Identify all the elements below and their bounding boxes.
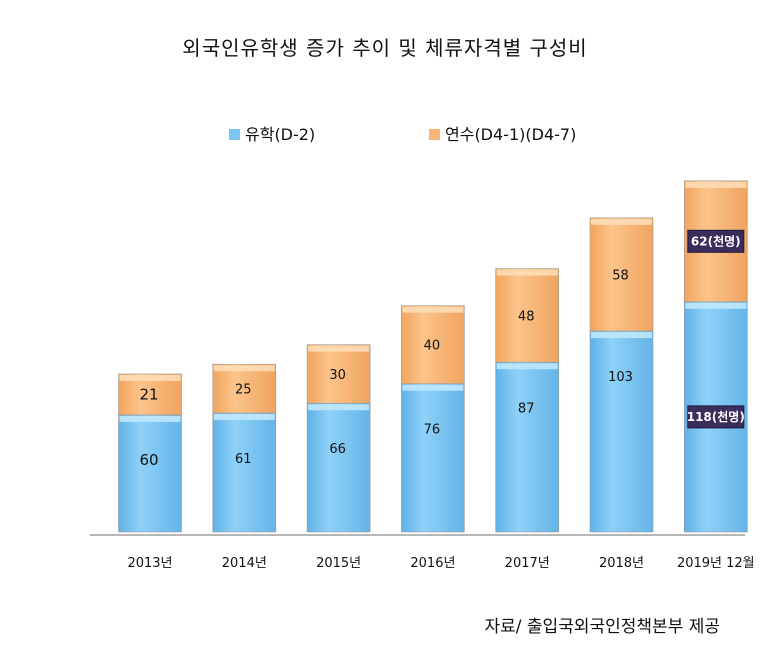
bar-cap-training-5 — [591, 218, 652, 225]
bar-cap-study-6 — [685, 302, 747, 309]
x-tick-label-2: 2015년 — [316, 556, 361, 571]
bar-study-2 — [306, 402, 371, 533]
bar-cap-training-6 — [685, 181, 747, 188]
x-tick-label-5: 2018년 — [599, 556, 644, 571]
bar-cap-study-2 — [308, 404, 370, 411]
legend-swatch-training — [429, 129, 440, 140]
labels-group: 60 21 61 25 66 30 76 40 87 48 103 58 118(천명) 62(천명) — [139, 229, 745, 469]
data-label-training-5: 58 — [612, 268, 629, 283]
bar-training-3 — [401, 305, 465, 385]
bar-training-2 — [306, 344, 371, 404]
bar-cap-study-4 — [496, 363, 558, 370]
data-label-training-3: 40 — [424, 339, 441, 354]
bar-study-4 — [495, 361, 560, 533]
bar-cap-training-0 — [119, 374, 181, 381]
bar-training-4 — [495, 268, 560, 363]
x-tick-label-6: 2019년 12월 — [677, 556, 755, 571]
data-label-study-5: 103 — [608, 370, 633, 385]
bar-training-5 — [589, 217, 654, 332]
bar-cap-study-0 — [119, 415, 181, 422]
data-label-study-1: 61 — [235, 452, 252, 467]
legend-label-study: 유학(D-2) — [245, 125, 315, 144]
legend: 유학(D-2) 연수(D4-1)(D4-7) — [229, 125, 576, 144]
legend-swatch-study — [229, 129, 240, 140]
data-label-study-3: 76 — [424, 423, 441, 438]
data-label-study-2: 66 — [329, 442, 346, 457]
bar-cap-training-4 — [496, 269, 558, 276]
bar-study-1 — [212, 412, 277, 533]
data-label-study-6: 118(천명) — [687, 409, 745, 424]
data-label-training-4: 48 — [518, 309, 535, 324]
x-tick-label-4: 2017년 — [505, 556, 550, 571]
bar-cap-training-2 — [308, 345, 370, 352]
value-box-training — [687, 229, 745, 253]
bar-study-5 — [589, 330, 654, 533]
data-label-training-1: 25 — [235, 383, 252, 398]
bar-training-1 — [212, 363, 277, 414]
bars-group — [118, 180, 748, 533]
chart-title: 외국인유학생 증가 추이 및 체류자격별 구성비 — [182, 36, 587, 60]
bar-cap-training-3 — [402, 306, 464, 313]
x-tick-label-0: 2013년 — [127, 556, 172, 571]
bar-cap-study-5 — [591, 332, 652, 339]
data-label-training-6: 62(천명) — [691, 233, 741, 248]
data-label-study-0: 60 — [139, 451, 158, 469]
x-tick-label-1: 2014년 — [222, 556, 267, 571]
value-box-study — [687, 405, 745, 429]
data-label-study-4: 87 — [518, 401, 535, 416]
bar-cap-training-1 — [213, 365, 275, 372]
bar-study-3 — [401, 383, 465, 533]
source-note: 자료/ 출입국외국인정책본부 제공 — [485, 617, 721, 637]
x-tick-label-3: 2016년 — [410, 556, 455, 571]
bar-cap-study-3 — [402, 384, 464, 391]
data-label-training-0: 21 — [139, 385, 158, 403]
legend-label-training: 연수(D4-1)(D4-7) — [445, 125, 576, 144]
data-label-training-2: 30 — [329, 368, 346, 383]
bar-study-0 — [118, 414, 182, 533]
x-tick-labels: 2013년 2014년 2015년 2016년 2017년 2018년 2019년 12월 — [127, 556, 754, 571]
bar-cap-study-1 — [213, 413, 275, 420]
